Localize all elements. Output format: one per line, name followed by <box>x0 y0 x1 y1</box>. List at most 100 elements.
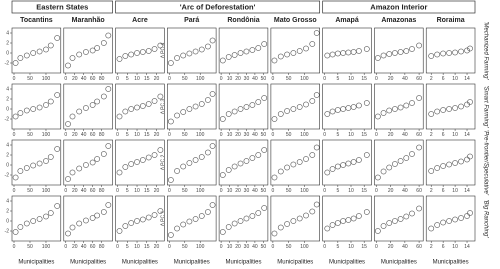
point <box>467 45 473 52</box>
point <box>416 144 422 151</box>
point <box>428 168 435 174</box>
x-tick-label: 20 <box>235 188 241 194</box>
y-tick-label: 0 <box>6 162 9 168</box>
x-tick-label: 20 <box>154 132 160 138</box>
point <box>356 48 362 54</box>
point <box>139 157 146 163</box>
point <box>261 95 268 101</box>
panel-frame <box>322 139 372 186</box>
point <box>434 165 441 171</box>
point <box>458 158 464 165</box>
y-axis-label: Δ PC 1 <box>161 211 167 227</box>
x-tick-label: 10 <box>227 188 233 194</box>
point <box>231 52 238 58</box>
point <box>309 98 316 104</box>
panel-frame <box>322 83 372 130</box>
group-header: Eastern States <box>36 2 88 11</box>
x-tick-label: 0 <box>64 76 67 82</box>
point <box>464 213 470 219</box>
point <box>209 37 216 44</box>
point <box>209 91 216 97</box>
x-tick-label: 10 <box>134 244 140 250</box>
x-tick-label: 14 <box>464 76 470 82</box>
point <box>54 35 61 41</box>
point <box>329 166 336 172</box>
point <box>186 160 193 166</box>
panel-frame <box>218 83 269 130</box>
point <box>139 49 146 55</box>
point <box>30 106 37 112</box>
point <box>192 48 199 55</box>
x-tick-label: 0 <box>323 132 326 138</box>
panel-frame <box>322 27 372 74</box>
x-tick-label: 40 <box>81 132 87 138</box>
x-tick-label: 40 <box>81 244 87 250</box>
point <box>225 111 232 117</box>
point <box>440 163 447 169</box>
point <box>89 215 96 221</box>
x-tick-label: 0 <box>323 76 326 82</box>
point <box>243 48 250 55</box>
point <box>416 205 422 212</box>
x-tick-label: 50 <box>261 188 267 194</box>
panel-frame <box>167 195 217 242</box>
point <box>309 208 316 215</box>
point <box>446 50 453 56</box>
x-tick-label: 5 <box>336 244 339 250</box>
x-tick-label: 20 <box>72 244 78 250</box>
x-tick-label: 40 <box>402 188 408 194</box>
point <box>277 111 284 117</box>
point <box>434 51 441 58</box>
point <box>464 47 470 54</box>
point <box>380 168 387 175</box>
x-tick-label: 60 <box>90 244 96 250</box>
point <box>69 169 76 176</box>
x-tick-label: 50 <box>286 76 292 82</box>
row-label: 'Mechanized Farming' <box>482 21 488 80</box>
point <box>329 108 336 115</box>
point <box>374 55 381 61</box>
point <box>403 155 410 161</box>
point <box>116 169 123 176</box>
x-tick-label: 0 <box>168 76 171 82</box>
x-tick-label: 5 <box>336 132 339 138</box>
x-tick-label: 0 <box>168 244 171 250</box>
point <box>428 225 435 232</box>
x-axis-label: Municipalities <box>122 260 158 266</box>
point <box>446 106 453 112</box>
panel-frame <box>63 195 113 242</box>
x-tick-label: 50 <box>27 76 33 82</box>
point <box>397 158 404 164</box>
x-tick-label: 14 <box>464 244 470 250</box>
x-axis-label: Municipalities <box>18 260 54 266</box>
point <box>30 50 37 56</box>
point <box>467 153 473 160</box>
column-header: Roraima <box>437 17 465 24</box>
x-tick-label: 60 <box>90 132 96 138</box>
point <box>100 209 107 215</box>
point <box>198 213 205 219</box>
panel-frame <box>374 195 424 242</box>
point <box>350 159 357 165</box>
x-tick-label: 15 <box>144 244 150 250</box>
point <box>134 104 140 111</box>
point <box>284 164 290 171</box>
point <box>440 107 447 113</box>
y-axis-label: Δ PC 2 <box>161 155 167 171</box>
point <box>452 216 458 223</box>
point <box>303 101 309 108</box>
point <box>329 222 336 228</box>
point <box>296 215 303 222</box>
point <box>89 102 96 108</box>
point <box>43 213 49 220</box>
point <box>296 159 303 165</box>
point <box>145 154 152 161</box>
point <box>249 47 256 53</box>
x-tick-label: 10 <box>348 76 354 82</box>
point <box>94 98 101 105</box>
point <box>122 108 129 115</box>
panel-frame <box>374 83 424 130</box>
point <box>225 54 232 60</box>
point <box>458 103 464 110</box>
